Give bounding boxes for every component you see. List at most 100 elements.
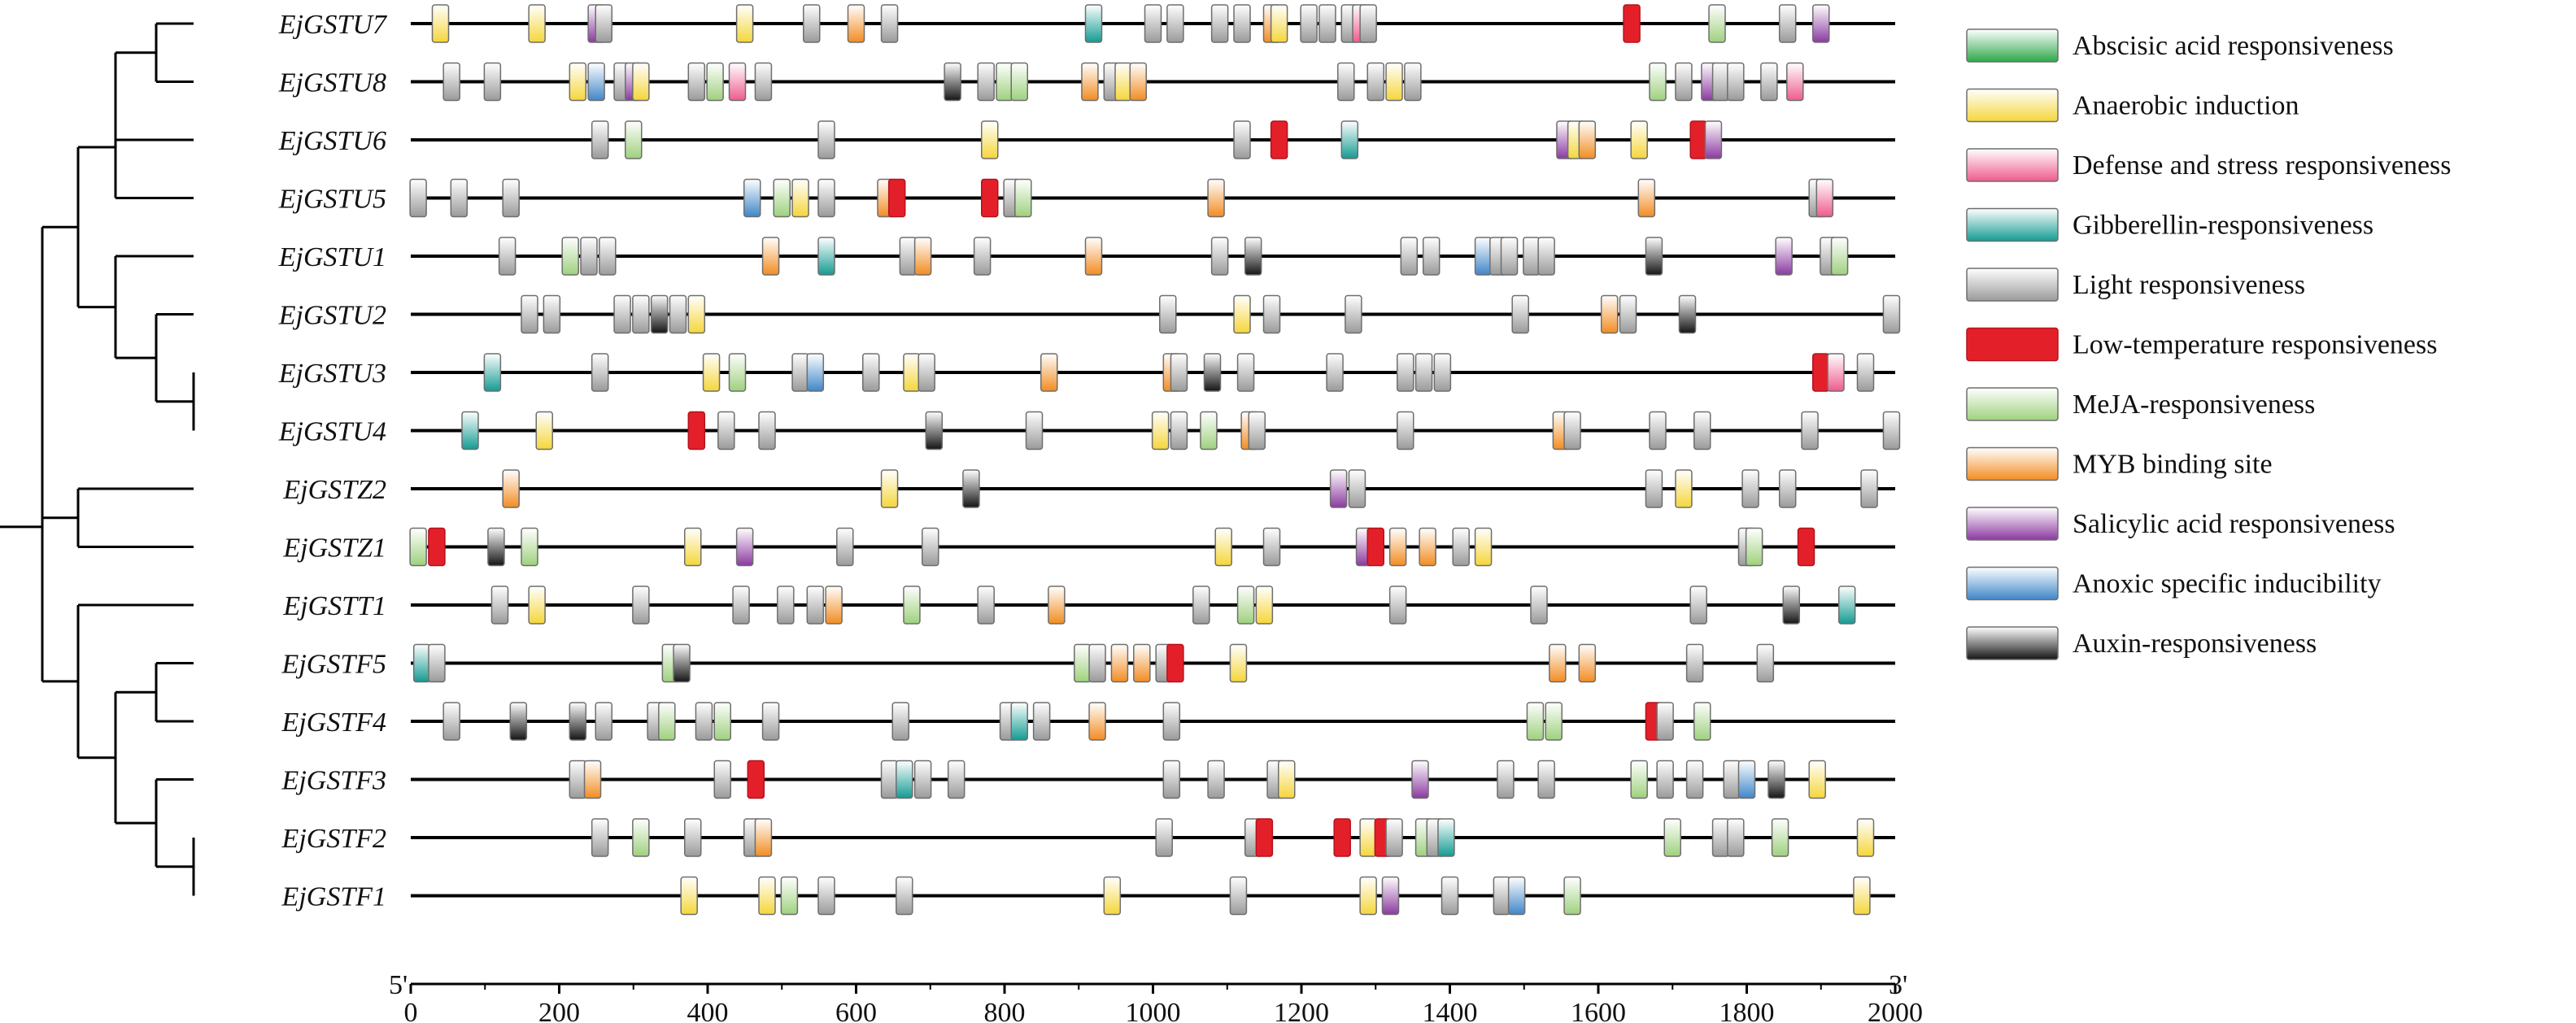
element-myb <box>825 586 843 625</box>
legend-label-meja: MeJA-responsiveness <box>2073 390 2315 420</box>
element-myb <box>1110 643 1129 683</box>
element-ana <box>981 120 999 159</box>
x-tick-label: 600 <box>835 998 877 1023</box>
element-light <box>1162 702 1181 741</box>
element-ana <box>684 527 702 567</box>
legend-label-sa: Salicylic acid responsiveness <box>2073 509 2395 539</box>
element-light <box>580 237 598 276</box>
element-light <box>1397 353 1414 392</box>
element-light <box>1166 4 1184 43</box>
element-myb <box>1133 643 1151 683</box>
element-low <box>1270 120 1288 159</box>
legend-label-gib: Gibberellin-responsiveness <box>2073 211 2373 241</box>
element-myb <box>761 237 780 276</box>
element-ana <box>1385 62 1403 102</box>
legend: Abscisic acid responsiveness Anaerobic in… <box>1966 28 2452 660</box>
element-light <box>428 643 446 683</box>
element-light <box>1192 586 1210 625</box>
element-myb <box>1129 62 1147 102</box>
element-light <box>817 120 835 159</box>
element-light <box>599 237 617 276</box>
gene-label-EjGSTT1: EjGSTT1 <box>282 591 386 621</box>
element-light <box>918 353 935 392</box>
element-light <box>758 411 776 451</box>
element-low <box>1366 527 1384 567</box>
element-gib <box>1010 702 1028 741</box>
element-meja <box>1771 818 1789 857</box>
element-meja <box>1074 643 1092 683</box>
element-myb <box>1637 178 1656 218</box>
legend-label-low: Low-temperature responsiveness <box>2073 330 2437 360</box>
element-light <box>442 62 460 102</box>
element-aux <box>1203 353 1222 392</box>
element-light <box>1170 411 1188 451</box>
element-ana <box>758 876 776 916</box>
element-light <box>1210 4 1229 43</box>
element-meja <box>773 178 791 218</box>
legend-label-def: Defense and stress responsiveness <box>2073 150 2452 181</box>
x-tick-label: 1000 <box>1126 998 1181 1023</box>
element-light <box>1649 411 1667 451</box>
gene-label-EjGSTF2: EjGSTF2 <box>281 824 386 854</box>
element-sa <box>735 527 754 567</box>
element-light <box>1032 702 1051 741</box>
element-light <box>1025 411 1044 451</box>
element-myb <box>1207 178 1225 218</box>
element-light <box>1326 353 1344 392</box>
element-anoxic <box>587 62 605 102</box>
element-light <box>1414 353 1433 392</box>
element-light <box>977 586 995 625</box>
element-light <box>1159 294 1177 334</box>
element-ana <box>1853 876 1871 916</box>
element-light <box>1366 62 1384 102</box>
element-ana <box>1214 527 1232 567</box>
element-light <box>1207 760 1225 799</box>
element-light <box>1088 643 1106 683</box>
element-light <box>1162 760 1181 799</box>
element-def <box>728 62 747 102</box>
element-light <box>684 818 702 857</box>
element-meja <box>706 62 724 102</box>
element-meja <box>1236 586 1255 625</box>
element-ana <box>1630 120 1648 159</box>
element-light <box>1233 4 1251 43</box>
element-light <box>1537 237 1555 276</box>
element-gib <box>483 353 502 392</box>
element-light <box>1500 237 1519 276</box>
element-meja <box>780 876 799 916</box>
element-aux <box>925 411 944 451</box>
element-light <box>1523 237 1541 276</box>
legend-swatch-sa <box>1966 507 2059 541</box>
gene-label-EjGSTU4: EjGSTU4 <box>278 417 386 447</box>
element-light <box>1233 120 1251 159</box>
element-light <box>695 702 713 741</box>
element-aux <box>1244 237 1262 276</box>
element-def <box>1815 178 1834 218</box>
element-light <box>450 178 469 218</box>
x-tick-label: 1400 <box>1423 998 1478 1023</box>
element-light <box>862 353 880 392</box>
element-light <box>717 411 735 451</box>
element-light <box>1397 411 1414 451</box>
element-light <box>1319 4 1336 43</box>
element-light <box>409 178 427 218</box>
element-light <box>1493 876 1511 916</box>
legend-swatch-anoxic <box>1966 566 2059 601</box>
element-light <box>687 62 706 102</box>
element-myb <box>913 237 932 276</box>
element-myb <box>1388 527 1407 567</box>
x-tick-label: 400 <box>687 998 729 1023</box>
element-sa <box>1329 469 1348 508</box>
gene-label-EjGSTU8: EjGSTU8 <box>278 68 386 98</box>
element-light <box>1778 4 1797 43</box>
element-sa <box>1381 876 1400 916</box>
element-light <box>777 586 795 625</box>
element-light <box>1422 237 1441 276</box>
gene-label-EjGSTZ2: EjGSTZ2 <box>282 475 386 505</box>
element-light <box>1693 411 1711 451</box>
element-meja <box>1693 702 1711 741</box>
element-light <box>1685 643 1704 683</box>
element-meja <box>728 353 747 392</box>
element-light <box>1689 586 1707 625</box>
element-light <box>896 876 913 916</box>
